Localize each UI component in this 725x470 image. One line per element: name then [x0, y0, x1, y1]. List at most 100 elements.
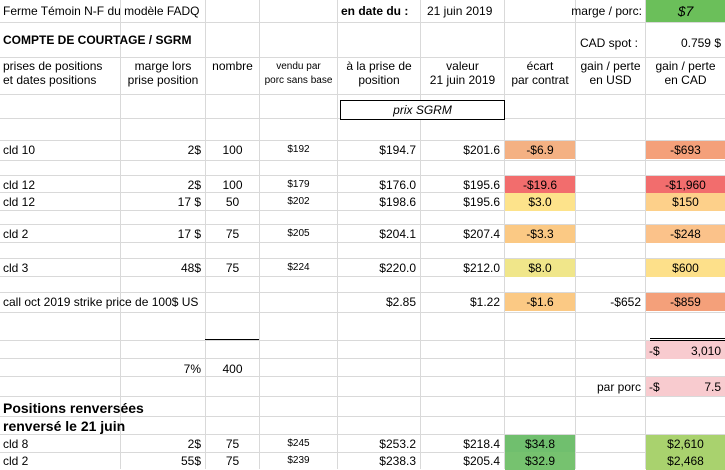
cad-cell-fill	[646, 259, 725, 277]
margin-label: marge / porc:	[571, 4, 642, 18]
row-nombre: 50	[225, 195, 240, 209]
cad-cell-fill	[646, 193, 725, 211]
cad-total-line-2	[650, 340, 725, 341]
reversed-row-cad: $2,610	[667, 437, 704, 451]
row-prise: $2.85	[385, 295, 416, 309]
row-name: cld 10	[3, 143, 36, 157]
reversed-subtitle: renversé le 21 juin	[3, 418, 126, 434]
cad-cell-fill	[646, 452, 725, 470]
ecart-cell-fill	[505, 452, 575, 470]
cad-cell-fill	[646, 141, 725, 159]
ecart-cell-fill	[505, 225, 575, 243]
row-marge: 17 $	[177, 227, 201, 241]
nombre-total-line	[205, 339, 259, 340]
row-cad: $150	[672, 195, 699, 209]
row-name: cld 12	[3, 195, 36, 209]
row-cad: $600	[672, 261, 699, 275]
row-ecart: $3.0	[528, 195, 552, 209]
per-pig-prefix: -$	[649, 380, 660, 394]
sgrm-box-label: prix SGRM	[393, 103, 452, 117]
reversed-row-marge: 2$	[187, 437, 201, 451]
row-vendu: $202	[287, 196, 310, 207]
row-valeur: $212.0	[463, 261, 500, 275]
row-usd	[576, 259, 645, 277]
row-cad: -$1,960	[665, 178, 706, 192]
reversed-row-ecart: $32.9	[524, 454, 556, 468]
col-header-prise: à la prise de position	[346, 59, 412, 87]
section-title: COMPTE DE COURTAGE / SGRM	[3, 33, 192, 47]
row-usd	[576, 176, 645, 194]
row-name: cld 12	[3, 178, 36, 192]
row-usd	[576, 193, 645, 211]
reversed-row-valeur: $218.4	[463, 437, 500, 451]
date-value: 21 juin 2019	[427, 4, 493, 18]
col-header-ecart: écart par contrat	[511, 59, 569, 87]
row-vendu: $205	[287, 228, 310, 239]
reversed-row-ecart: $34.8	[524, 437, 556, 451]
reversed-row-vendu: $239	[287, 455, 310, 466]
reversed-row-marge: 55$	[180, 454, 201, 468]
row-valeur: $201.6	[463, 143, 500, 157]
total-cad-cell	[646, 341, 725, 359]
per-pig-label: par porc	[596, 380, 641, 394]
cad-total-line-1	[650, 338, 725, 339]
row-ecart: -$3.3	[526, 227, 554, 241]
ecart-cell-fill	[505, 259, 575, 277]
row-marge: 2$	[187, 143, 201, 157]
row-nombre	[206, 293, 259, 311]
cad-spot-label: CAD spot :	[580, 36, 639, 50]
reversed-row-prise: $253.2	[379, 437, 416, 451]
row-usd	[576, 225, 645, 243]
row-prise: $204.1	[379, 227, 416, 241]
row-marge	[121, 293, 205, 311]
cad-cell-fill	[646, 435, 725, 453]
per-pig-value: 7.5	[704, 380, 721, 394]
row-cad: -$693	[670, 143, 701, 157]
cad-cell-fill	[646, 225, 725, 243]
row-ecart: $8.0	[528, 261, 552, 275]
row-name: cld 2	[3, 227, 29, 241]
row-name: cld 3	[3, 261, 29, 275]
total-cad-value: 3,010	[690, 344, 721, 358]
row-ecart: -$19.6	[522, 178, 558, 192]
row-marge: 48$	[180, 261, 201, 275]
col-header-positions: prises de positions et dates positions	[3, 59, 103, 87]
ecart-cell-fill	[505, 293, 575, 311]
row-nombre: 100	[222, 143, 243, 157]
per-pig-cell	[646, 377, 725, 396]
reversed-row-valeur: $205.4	[463, 454, 500, 468]
reversed-row-nombre: 75	[225, 437, 240, 451]
row-nombre: 100	[222, 178, 243, 192]
cad-spot-value: 0.759 $	[680, 36, 721, 50]
row-marge: 17 $	[177, 195, 201, 209]
row-usd: -$652	[610, 295, 641, 309]
row-vendu: $179	[287, 179, 310, 190]
reversed-row-nombre: 75	[225, 454, 240, 468]
reversed-row-vendu: $245	[287, 438, 310, 449]
col-header-valeur: valeur 21 juin 2019	[429, 59, 496, 87]
row-prise: $176.0	[379, 178, 416, 192]
sgrm-box	[340, 100, 505, 120]
cad-cell-fill	[646, 293, 725, 311]
ecart-cell-fill	[505, 435, 575, 453]
reversed-row-name: cld 2	[3, 454, 29, 468]
row-prise: $220.0	[379, 261, 416, 275]
row-vendu: $192	[287, 144, 310, 155]
ecart-cell-fill	[505, 176, 575, 194]
row-prise: $198.6	[379, 195, 416, 209]
row-nombre: 75	[225, 261, 240, 275]
date-label: en date du :	[341, 4, 409, 18]
total-pct: 7%	[183, 362, 201, 376]
row-ecart: -$6.9	[526, 143, 554, 157]
farm-label: Ferme Témoin N-F du modèle FADQ	[3, 4, 200, 18]
col-header-nombre: nombre	[212, 59, 253, 73]
row-valeur: $195.6	[463, 195, 500, 209]
cad-cell-fill	[646, 176, 725, 194]
reversed-row-name: cld 8	[3, 437, 29, 451]
col-header-vendu: vendu par porc sans base	[264, 61, 333, 86]
total-count: 400	[222, 362, 243, 376]
row-prise: $194.7	[379, 143, 416, 157]
col-header-marge: marge lors prise position	[127, 59, 199, 87]
row-valeur: $207.4	[463, 227, 500, 241]
